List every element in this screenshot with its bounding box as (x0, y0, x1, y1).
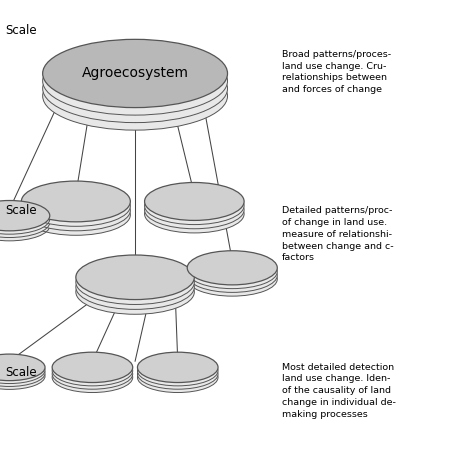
Polygon shape (52, 367, 133, 386)
Polygon shape (52, 374, 133, 392)
Text: Detailed patterns/proc-
of change in land use.
measure of relationshi-
between c: Detailed patterns/proc- of change in lan… (282, 206, 393, 263)
Polygon shape (145, 201, 244, 225)
Polygon shape (0, 219, 50, 237)
Polygon shape (145, 210, 244, 233)
Polygon shape (0, 373, 45, 389)
Polygon shape (187, 275, 277, 296)
Polygon shape (145, 206, 244, 229)
Text: Agroecosystem: Agroecosystem (82, 66, 189, 81)
Ellipse shape (187, 251, 277, 285)
Polygon shape (137, 371, 218, 389)
Text: Broad patterns/proces-
land use change. Cru-
relationships between
and forces of: Broad patterns/proces- land use change. … (282, 50, 391, 94)
Ellipse shape (52, 352, 133, 383)
Text: Scale: Scale (6, 204, 37, 218)
Polygon shape (0, 367, 45, 383)
Ellipse shape (76, 255, 194, 300)
Polygon shape (76, 287, 194, 314)
Polygon shape (52, 371, 133, 389)
Polygon shape (137, 367, 218, 386)
Text: Scale: Scale (6, 365, 37, 379)
Polygon shape (0, 370, 45, 386)
Ellipse shape (21, 181, 130, 222)
Polygon shape (43, 81, 228, 123)
Text: Scale: Scale (6, 24, 37, 37)
Polygon shape (0, 216, 50, 234)
Polygon shape (187, 272, 277, 292)
Ellipse shape (43, 39, 228, 108)
Polygon shape (43, 73, 228, 115)
Polygon shape (21, 206, 130, 231)
Ellipse shape (137, 352, 218, 383)
Polygon shape (21, 210, 130, 235)
Polygon shape (187, 268, 277, 289)
Ellipse shape (145, 182, 244, 220)
Polygon shape (137, 374, 218, 392)
Polygon shape (21, 201, 130, 226)
Ellipse shape (0, 201, 50, 231)
Text: Most detailed detection
land use change. Iden-
of the causality of land
change i: Most detailed detection land use change.… (282, 363, 396, 419)
Polygon shape (76, 282, 194, 310)
Polygon shape (0, 222, 50, 241)
Polygon shape (43, 89, 228, 130)
Polygon shape (76, 277, 194, 304)
Ellipse shape (0, 354, 45, 381)
